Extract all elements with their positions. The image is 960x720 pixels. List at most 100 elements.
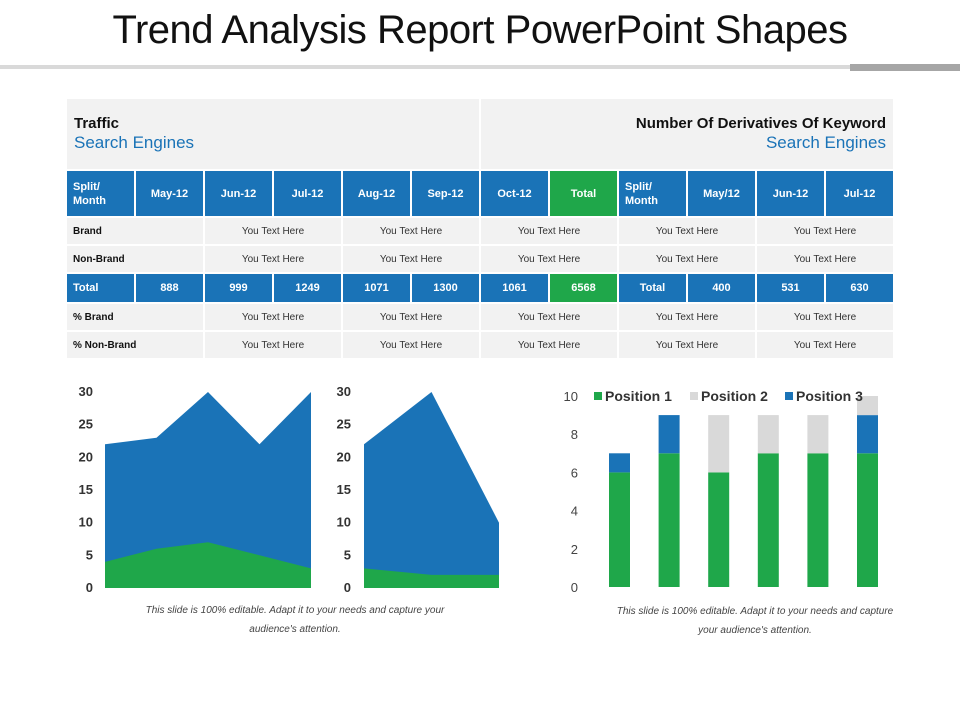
- y-tick-label: 2: [571, 542, 578, 557]
- traffic-title: Traffic: [74, 115, 120, 132]
- total-cell: 1071: [343, 274, 410, 302]
- header-cell: Sep-12: [412, 171, 479, 216]
- table-cell: You Text Here: [205, 304, 341, 330]
- row-label: Brand: [67, 218, 203, 244]
- bar-segment-1: [757, 453, 779, 587]
- y-tick-label: 15: [337, 482, 351, 497]
- y-tick-label: 4: [571, 504, 578, 519]
- total-cell: 531: [757, 274, 824, 302]
- legend-swatch: [594, 392, 602, 400]
- row-label: % Brand: [67, 304, 203, 330]
- right-chart-note: This slide is 100% editable. Adapt it to…: [560, 602, 950, 640]
- legend-swatch: [785, 392, 793, 400]
- table-row: Non-Brand You Text Here You Text Here Yo…: [67, 246, 893, 272]
- table-row: % Brand You Text Here You Text Here You …: [67, 304, 893, 330]
- y-tick-label: 8: [571, 427, 578, 442]
- table-cell: You Text Here: [343, 246, 479, 272]
- header-cell: Split/ Month: [67, 171, 134, 216]
- header-cell-total: Total: [550, 171, 617, 216]
- y-tick-label: 30: [337, 384, 351, 399]
- header-cell: Jun-12: [205, 171, 272, 216]
- table-row: Brand You Text Here You Text Here You Te…: [67, 218, 893, 244]
- total-cell: 630: [826, 274, 893, 302]
- table-cell: You Text Here: [481, 218, 617, 244]
- y-tick-label: 0: [344, 580, 351, 595]
- header-cell: Jun-12: [757, 171, 824, 216]
- area-series-1-chart-2: [364, 392, 499, 588]
- y-tick-label: 25: [79, 417, 93, 432]
- total-cell: 400: [688, 274, 755, 302]
- table-cell: You Text Here: [343, 304, 479, 330]
- table-cell: You Text Here: [205, 218, 341, 244]
- table-cell: You Text Here: [619, 218, 755, 244]
- total-row: Total 888 999 1249 1071 1300 1061 6568 T…: [67, 274, 893, 302]
- total-label-right: Total: [619, 274, 686, 302]
- traffic-header: Traffic Search Engines: [67, 99, 479, 169]
- header-cell: Jul-12: [274, 171, 341, 216]
- table-cell: You Text Here: [757, 304, 893, 330]
- y-tick-label: 10: [337, 515, 351, 530]
- area-series-2-chart-1: [105, 542, 311, 588]
- bar-segment-2: [807, 415, 829, 454]
- header-cell: May-12: [136, 171, 203, 216]
- header-cell: Aug-12: [343, 171, 410, 216]
- bar-segment-1: [857, 453, 878, 587]
- left-note-line-2: audience's attention.: [249, 624, 341, 635]
- table-cell: You Text Here: [757, 332, 893, 358]
- y-tick-label: 5: [86, 547, 93, 562]
- derivatives-subtitle: Search Engines: [765, 133, 886, 152]
- y-tick-label: 15: [79, 482, 93, 497]
- table-cell: You Text Here: [481, 304, 617, 330]
- bar-segment-1: [658, 453, 680, 587]
- header-cell: May/12: [688, 171, 755, 216]
- row-label: Non-Brand: [67, 246, 203, 272]
- bar-segment-1: [708, 472, 730, 587]
- bar-segment-2: [708, 415, 730, 473]
- header-cell: Oct-12: [481, 171, 548, 216]
- total-cell: 888: [136, 274, 203, 302]
- grand-total-cell: 6568: [550, 274, 617, 302]
- y-tick-label: 30: [79, 384, 93, 399]
- row-label: % Non-Brand: [67, 332, 203, 358]
- table-cell: You Text Here: [205, 332, 341, 358]
- y-tick-label: 10: [564, 389, 578, 404]
- total-cell: 1300: [412, 274, 479, 302]
- y-tick-label: 5: [344, 547, 351, 562]
- bar-segment-1: [807, 453, 829, 587]
- header-cell: Jul-12: [826, 171, 893, 216]
- table-cell: You Text Here: [619, 246, 755, 272]
- title-divider-accent: [850, 64, 960, 71]
- bar-segment-3: [857, 415, 878, 454]
- table-cell: You Text Here: [757, 218, 893, 244]
- area-series-2-chart-2: [364, 568, 499, 588]
- table-cell: You Text Here: [481, 332, 617, 358]
- y-tick-label: 0: [86, 580, 93, 595]
- traffic-subtitle: Search Engines: [74, 133, 195, 152]
- table-header-row: Split/ Month May-12 Jun-12 Jul-12 Aug-12…: [67, 171, 893, 216]
- table-row: % Non-Brand You Text Here You Text Here …: [67, 332, 893, 358]
- bar-segment-2: [757, 415, 779, 454]
- derivatives-header: Number Of Derivatives Of Keyword Search …: [481, 99, 893, 169]
- y-tick-label: 0: [571, 580, 578, 595]
- area-series-1-chart-1: [105, 392, 311, 588]
- right-note-line-2: your audience's attention.: [698, 625, 812, 636]
- table-cell: You Text Here: [757, 246, 893, 272]
- title-divider: [0, 65, 960, 69]
- legend-label: Position 2: [701, 388, 768, 404]
- y-tick-label: 6: [571, 465, 578, 480]
- total-cell: 1061: [481, 274, 548, 302]
- table-cell: You Text Here: [481, 246, 617, 272]
- left-chart-note: This slide is 100% editable. Adapt it to…: [110, 601, 480, 639]
- bar-segment-1: [609, 472, 630, 587]
- y-tick-label: 10: [79, 515, 93, 530]
- y-tick-label: 25: [337, 417, 351, 432]
- bar-segment-4: [857, 396, 878, 416]
- traffic-table: Split/ Month May-12 Jun-12 Jul-12 Aug-12…: [65, 169, 895, 360]
- legend-swatch: [690, 392, 698, 400]
- total-label: Total: [67, 274, 134, 302]
- table-cell: You Text Here: [343, 218, 479, 244]
- legend-label: Position 1: [605, 388, 672, 404]
- table-cell: You Text Here: [205, 246, 341, 272]
- bar-segment-3: [658, 415, 680, 454]
